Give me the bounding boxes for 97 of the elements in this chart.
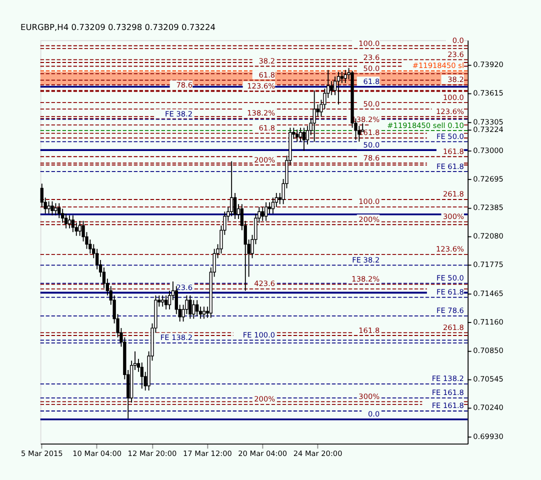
annotation: 23.6	[176, 282, 193, 292]
candlestick	[54, 202, 58, 216]
annotation: FE 78.6	[436, 306, 464, 316]
candlestick	[71, 214, 75, 233]
annotation: 78.6	[363, 153, 380, 162]
candlestick	[58, 202, 61, 219]
annotation: 261.8	[442, 322, 464, 332]
annotation: 61.8	[258, 124, 276, 133]
annotation: 61.8	[363, 76, 380, 86]
annotation: #11918450 sl	[412, 61, 464, 70]
chart-title: EURGBP,H4 0.73209 0.73298 0.73209 0.73224	[20, 22, 216, 32]
annotation: FE 100.0	[242, 330, 276, 340]
annotation: 50.0	[363, 64, 380, 73]
candlestick	[230, 160, 234, 217]
x-tick-label: 5 Mar 2015	[21, 448, 64, 458]
candlestick	[140, 362, 144, 390]
y-tick-label: 0.71160	[473, 317, 504, 326]
candlestick	[64, 212, 68, 229]
y-tick-label: 0.69930	[473, 432, 504, 441]
annotation: 0.0	[452, 36, 464, 45]
y-tick-label: 0.72695	[473, 174, 504, 184]
annotation: FE 161.8	[432, 388, 464, 398]
annotation: FE 38.2	[352, 255, 380, 264]
annotation: 300%	[358, 392, 380, 401]
y-tick-label: 0.73920	[473, 60, 504, 70]
y-tick-label: 0.71465	[473, 288, 504, 298]
candlestick	[271, 197, 275, 214]
y-tick-label: 0.73224	[473, 124, 504, 134]
candlestick	[268, 202, 272, 214]
candlestick	[188, 294, 192, 320]
annotation: 61.8	[258, 70, 276, 80]
annotation: FE 61.8	[436, 288, 464, 297]
candlestick	[196, 300, 199, 316]
annotation: 0.0	[368, 410, 380, 419]
annotation: 100.0	[358, 38, 380, 48]
annotation: FE 161.8	[432, 401, 464, 410]
candlestick	[330, 80, 334, 96]
x-tick-label: 20 Mar 04:00	[238, 448, 288, 458]
annotation: FE 50.0	[436, 274, 464, 283]
x-tick-label: 10 Mar 04:00	[72, 448, 122, 458]
annotation: 23.6	[363, 52, 380, 62]
annotation: 161.8	[358, 326, 380, 335]
candlestick	[296, 129, 299, 142]
candlestick	[336, 71, 340, 105]
candlestick	[312, 90, 316, 142]
annotation: 123.6%	[247, 82, 276, 91]
x-tick-label: 12 Mar 20:00	[128, 448, 178, 458]
annotation: 161.8	[442, 146, 464, 156]
annotation: 78.6	[176, 80, 193, 90]
candlestick	[50, 200, 54, 216]
annotation: 200%	[358, 214, 380, 224]
candlestick	[192, 300, 196, 320]
annotation: 138.2%	[352, 274, 380, 284]
annotation: 423.6	[254, 279, 276, 288]
y-tick-label: 0.73615	[473, 88, 504, 98]
candlestick	[264, 202, 268, 222]
candlestick	[47, 200, 50, 214]
annotation: FE 50.0	[436, 132, 464, 141]
annotation: #11918450 sell 0.10	[387, 120, 464, 130]
annotation: 138.2%	[247, 108, 276, 118]
y-tick-label: 0.73000	[473, 146, 504, 155]
annotation: FE 38.2	[165, 110, 193, 119]
annotation: 123.6%	[436, 106, 464, 116]
annotation: 200%	[254, 394, 276, 404]
annotation: 261.8	[442, 190, 464, 199]
annotation: 50.0	[363, 99, 380, 108]
annotation: 38.2	[448, 75, 464, 84]
annotation: 123.6%	[436, 244, 464, 254]
y-tick-label: 0.73305	[473, 117, 504, 126]
annotation: 100.0	[358, 197, 380, 206]
annotation: FE 138.2	[432, 374, 464, 384]
annotation: 23.6	[448, 50, 464, 59]
candlestick	[340, 71, 344, 84]
x-tick-label: 17 Mar 12:00	[182, 448, 232, 458]
y-tick-label: 0.70545	[473, 374, 504, 384]
annotation: 300%	[443, 212, 464, 222]
y-tick-label: 0.72385	[473, 203, 504, 212]
annotation: 38.2	[258, 56, 276, 66]
y-tick-label: 0.72080	[473, 232, 504, 241]
candlestick	[298, 127, 302, 142]
candlestick	[161, 294, 164, 308]
annotation: 161.8	[358, 128, 380, 138]
annotation: FE 61.8	[436, 162, 464, 171]
annotation: 100.0	[442, 92, 464, 102]
y-tick-label: 0.71775	[473, 260, 504, 270]
y-tick-label: 0.70240	[473, 403, 504, 412]
y-tick-label: 0.70850	[473, 346, 504, 356]
x-tick-label: 24 Mar 20:00	[293, 448, 343, 458]
annotation: 200%	[254, 155, 276, 164]
annotation: 50.0	[363, 140, 380, 150]
candlestick	[202, 306, 206, 320]
annotation: FE 138.2	[160, 333, 193, 342]
candlestick	[261, 206, 264, 222]
candlestick	[68, 214, 72, 229]
candlestick	[302, 127, 306, 152]
candlestick	[78, 220, 82, 236]
candlestick	[164, 294, 168, 310]
